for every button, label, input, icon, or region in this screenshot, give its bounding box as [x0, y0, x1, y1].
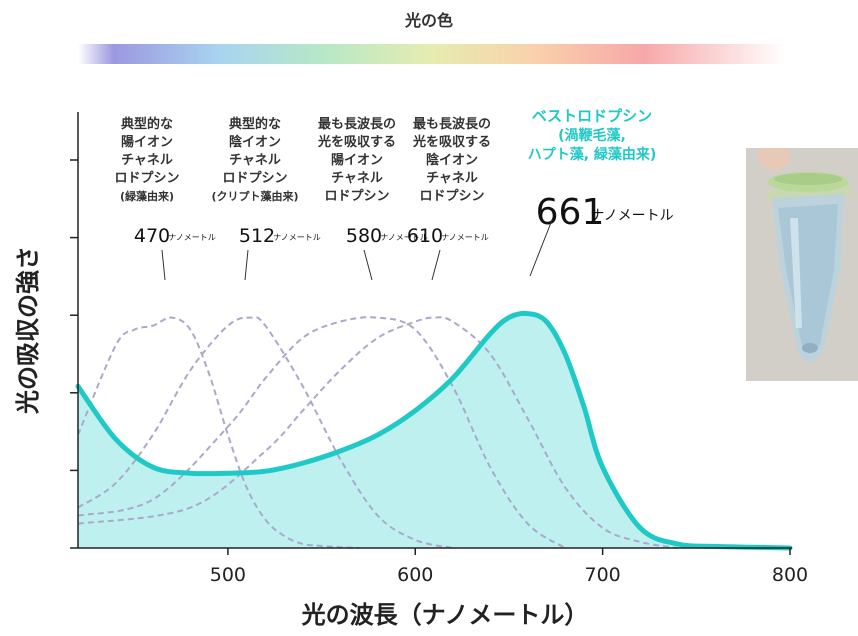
x-tick-label-600: 600: [397, 564, 433, 586]
peak-value-512: 512: [239, 225, 275, 247]
annotation-580-line-2: 陽イオン: [331, 152, 383, 168]
x-axis-label: 光の波長（ナノメートル）: [301, 601, 589, 629]
peak-value-661: 661: [536, 192, 605, 233]
annotation-661-line-1: (渦鞭毛藻,: [558, 127, 626, 144]
leader-line-610: [431, 249, 441, 281]
peak-value-580: 580: [346, 225, 382, 247]
peak-value-470: 470: [134, 225, 170, 247]
spectrum-title: 光の色: [404, 11, 453, 30]
series-dashed-580: [77, 316, 566, 549]
leader-line-661: [529, 219, 553, 277]
annotation-610-line-2: 陰イオン: [426, 152, 478, 168]
series-bestrhodopsin-area: [78, 313, 790, 548]
peak-unit-610: ナノメートル: [441, 233, 489, 242]
x-tick-label-700: 700: [584, 564, 620, 586]
peak-unit-512: ナノメートル: [273, 233, 321, 242]
leader-line-470: [161, 249, 166, 281]
leader-line-512: [244, 249, 249, 281]
plot-area: [75, 310, 793, 551]
peak-value-610: 610: [407, 225, 443, 247]
annotation-661-line-2: ハプト藻, 緑藻由来): [528, 146, 657, 163]
annotation-512-line-0: 典型的な: [229, 116, 281, 132]
series-bestrhodopsin-line: [75, 310, 793, 551]
annotation-610-line-4: ロドプシン: [419, 189, 484, 204]
annotation-580-line-1: 光を吸収する: [317, 134, 396, 150]
annotations: 典型的な陽イオンチャネルロドプシン(緑藻由来)470ナノメートル典型的な陰イオン…: [114, 107, 674, 281]
annotation-610-line-0: 最も長波長の: [413, 116, 491, 132]
annotation-470-line-4: (緑藻由来): [120, 189, 174, 203]
y-axis-label: 光の吸収の強さ: [14, 246, 42, 415]
annotation-512-line-1: 陰イオン: [229, 134, 281, 150]
annotation-512-line-3: ロドプシン: [222, 171, 287, 186]
peak-unit-470: ナノメートル: [168, 233, 216, 242]
series-dashed-512: [77, 316, 453, 549]
annotation-580-line-4: ロドプシン: [324, 189, 389, 204]
peak-unit-580: ナノメートル: [380, 233, 428, 242]
annotation-610-line-1: 光を吸収する: [412, 134, 491, 150]
x-tick-label-500: 500: [210, 564, 246, 586]
annotation-661-line-0: ベストロドプシン: [532, 107, 652, 125]
series-dashed-610: [77, 316, 678, 549]
leader-line-580: [363, 249, 373, 281]
annotation-470-line-0: 典型的な: [121, 116, 173, 132]
annotation-610-line-3: チャネル: [426, 171, 478, 186]
peak-unit-661: ナノメートル: [590, 208, 673, 224]
annotation-512-line-2: チャネル: [229, 153, 281, 168]
x-tick-label-800: 800: [772, 564, 808, 586]
annotation-580-line-3: チャネル: [331, 171, 383, 186]
series-dashed-470: [77, 316, 360, 549]
annotation-470-line-1: 陽イオン: [121, 134, 173, 150]
color-spectrum-bar: [78, 44, 786, 64]
annotation-470-line-2: チャネル: [121, 153, 173, 168]
annotation-580-line-0: 最も長波長の: [318, 116, 396, 132]
sample-tube-photo: [746, 148, 858, 381]
annotation-512-line-4: (クリプト藻由来): [211, 189, 298, 203]
x-axis: 500 600 700 800: [78, 547, 808, 586]
annotation-470-line-3: ロドプシン: [114, 171, 179, 186]
y-axis: [70, 112, 79, 549]
